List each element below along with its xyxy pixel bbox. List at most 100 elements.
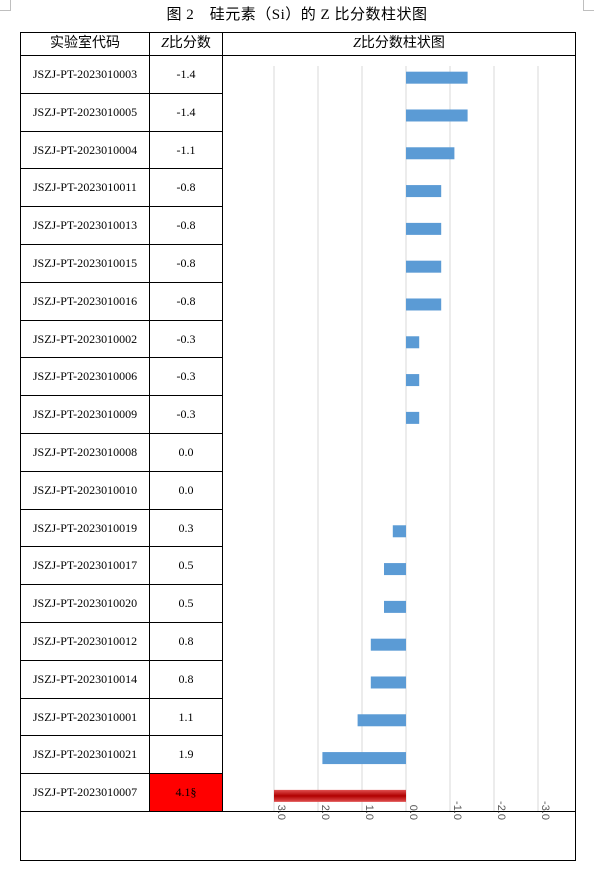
z-score-cell: -0.3 bbox=[176, 332, 196, 346]
bar bbox=[322, 752, 406, 765]
bar bbox=[357, 714, 406, 727]
crop-mark-top-right bbox=[583, 0, 594, 11]
row-divider bbox=[20, 773, 222, 774]
table-bottom-divider bbox=[20, 811, 576, 812]
bar bbox=[406, 260, 442, 273]
bar bbox=[406, 185, 442, 198]
z-score-cell: 0.8 bbox=[178, 634, 194, 648]
row-divider bbox=[20, 433, 222, 434]
bar bbox=[392, 525, 406, 538]
bar bbox=[406, 109, 468, 122]
z-score-cell: -0.3 bbox=[176, 369, 196, 383]
lab-code-cell: JSZJ-PT-2023010003 bbox=[32, 67, 138, 81]
crop-mark-top-left bbox=[0, 0, 11, 11]
z-score-cell: 0.8 bbox=[178, 672, 194, 686]
x-tick-label: -1.0 bbox=[451, 801, 463, 820]
x-tick-label: 1.0 bbox=[363, 805, 375, 820]
lab-code-cell: JSZJ-PT-2023010009 bbox=[32, 407, 138, 421]
z-score-cell: -1.4 bbox=[176, 105, 196, 119]
header-chart-rest: 比分数柱状图 bbox=[360, 36, 445, 51]
row-divider bbox=[20, 471, 222, 472]
z-score-cell: 0.0 bbox=[178, 483, 194, 497]
z-score-cell: -1.1 bbox=[176, 143, 196, 157]
header-divider bbox=[20, 55, 576, 56]
x-tick-label: -2.0 bbox=[495, 801, 507, 820]
row-divider bbox=[20, 206, 222, 207]
x-tick-label: 2.0 bbox=[319, 805, 331, 820]
x-tick-label: -3.0 bbox=[539, 801, 551, 820]
z-score-cell: -0.8 bbox=[176, 294, 196, 308]
header-lab-code: 实验室代码 bbox=[50, 36, 120, 51]
lab-code-cell: JSZJ-PT-2023010004 bbox=[32, 143, 138, 157]
lab-code-cell: JSZJ-PT-2023010001 bbox=[32, 710, 138, 724]
bar bbox=[370, 638, 406, 651]
z-score-cell-flagged: 4.1§ bbox=[150, 774, 222, 811]
bar-flagged bbox=[274, 789, 406, 802]
z-score-cell: 1.1 bbox=[178, 710, 194, 724]
row-divider bbox=[20, 357, 222, 358]
row-divider bbox=[20, 735, 222, 736]
row-divider bbox=[20, 168, 222, 169]
z-score-cell: 0.5 bbox=[178, 558, 194, 572]
row-divider bbox=[20, 660, 222, 661]
header-z-rest: 比分数 bbox=[168, 36, 211, 51]
bar bbox=[406, 374, 420, 387]
lab-code-cell: JSZJ-PT-2023010008 bbox=[32, 445, 138, 459]
bar bbox=[370, 676, 406, 689]
column-divider-z bbox=[222, 32, 223, 811]
bar bbox=[406, 71, 468, 84]
z-score-cell: -0.8 bbox=[176, 256, 196, 270]
lab-code-cell: JSZJ-PT-2023010012 bbox=[32, 634, 138, 648]
z-score-cell: -0.3 bbox=[176, 407, 196, 421]
row-divider bbox=[20, 93, 222, 94]
bar bbox=[406, 298, 442, 311]
row-divider bbox=[20, 546, 222, 547]
bar bbox=[406, 411, 420, 424]
row-divider bbox=[20, 320, 222, 321]
z-score-cell: 1.9 bbox=[178, 747, 194, 761]
z-score-cell: -0.8 bbox=[176, 218, 196, 232]
lab-code-cell: JSZJ-PT-2023010013 bbox=[32, 218, 138, 232]
lab-code-cell: JSZJ-PT-2023010017 bbox=[32, 558, 138, 572]
row-divider bbox=[20, 622, 222, 623]
lab-code-cell: JSZJ-PT-2023010015 bbox=[32, 256, 138, 270]
lab-code-cell: JSZJ-PT-2023010011 bbox=[33, 180, 137, 194]
x-tick-label: 0.0 bbox=[407, 805, 419, 820]
lab-code-cell: JSZJ-PT-2023010014 bbox=[32, 672, 138, 686]
z-score-cell: -0.8 bbox=[176, 180, 196, 194]
lab-code-cell: JSZJ-PT-2023010019 bbox=[32, 521, 138, 535]
header-z-italic: Z bbox=[161, 36, 169, 51]
row-divider bbox=[20, 244, 222, 245]
bar bbox=[406, 222, 442, 235]
bar bbox=[384, 600, 406, 613]
table-right-border bbox=[575, 32, 576, 811]
lab-code-cell: JSZJ-PT-2023010005 bbox=[32, 105, 138, 119]
figure-title: 图 2 硅元素（Si）的 Z 比分数柱状图 bbox=[166, 7, 428, 23]
lab-code-cell: JSZJ-PT-2023010010 bbox=[32, 483, 138, 497]
z-score-cell: 0.5 bbox=[178, 596, 194, 610]
lab-code-cell: JSZJ-PT-2023010006 bbox=[32, 369, 138, 383]
row-divider bbox=[20, 509, 222, 510]
lab-code-cell: JSZJ-PT-2023010016 bbox=[32, 294, 138, 308]
row-divider bbox=[20, 282, 222, 283]
row-divider bbox=[20, 131, 222, 132]
row-divider bbox=[20, 698, 222, 699]
header-z-score: Z比分数 bbox=[150, 33, 222, 55]
row-divider bbox=[20, 395, 222, 396]
bar bbox=[406, 336, 420, 349]
row-divider bbox=[20, 584, 222, 585]
lab-code-cell: JSZJ-PT-2023010007 bbox=[32, 785, 138, 799]
header-chart: Z比分数柱状图 bbox=[223, 33, 575, 55]
lab-code-cell: JSZJ-PT-2023010021 bbox=[32, 747, 138, 761]
z-score-cell: -1.4 bbox=[176, 67, 196, 81]
z-score-cell: 0.0 bbox=[178, 445, 194, 459]
lab-code-cell: JSZJ-PT-2023010020 bbox=[32, 596, 138, 610]
z-score-cell: 0.3 bbox=[178, 521, 194, 535]
lab-code-cell: JSZJ-PT-2023010002 bbox=[32, 332, 138, 346]
bar bbox=[406, 147, 455, 160]
column-divider-code bbox=[149, 32, 150, 811]
header-chart-italic: Z bbox=[353, 36, 361, 51]
bar bbox=[384, 563, 406, 576]
x-tick-label: 3.0 bbox=[275, 805, 287, 820]
